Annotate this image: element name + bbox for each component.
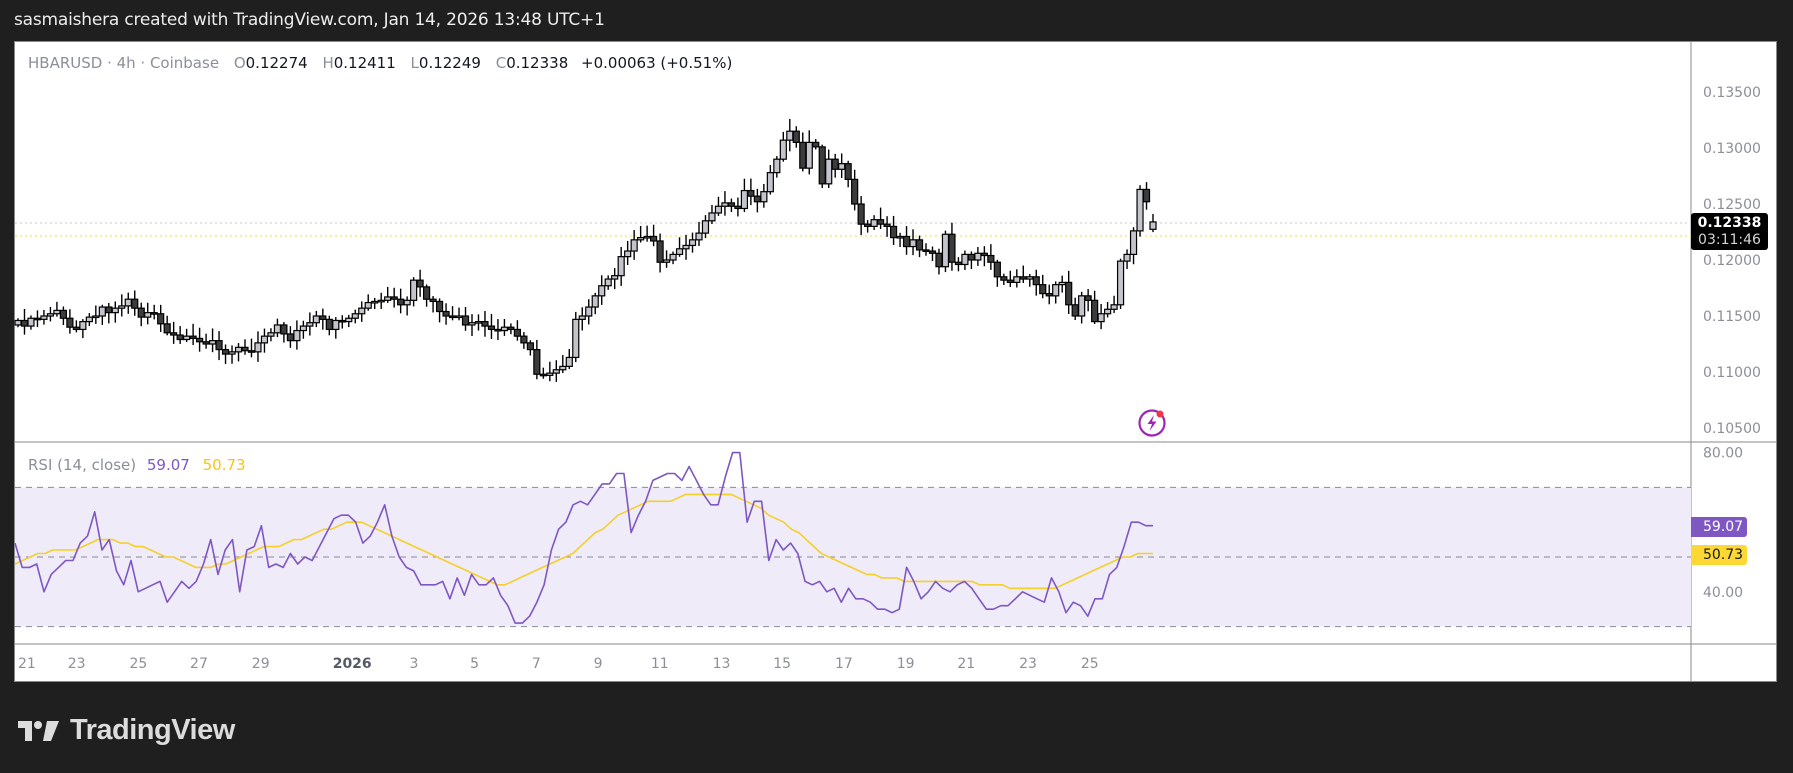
time-axis-label: 13 [713,656,731,672]
time-axis-label: 29 [252,656,270,672]
price-axis-label: 0.11500 [1703,309,1761,325]
chart-caption: sasmaishera created with TradingView.com… [14,10,605,30]
tradingview-logo-text: TradingView [70,714,235,746]
high-label: H [322,54,334,72]
candles [14,118,1157,382]
price-axis-label: 0.13000 [1703,141,1761,157]
price-axis-label: 0.11000 [1703,365,1761,381]
time-axis-label: 3 [409,656,418,672]
open-label: O [233,54,246,72]
bar-countdown: 03:11:46 [1698,232,1761,248]
high-value: 0.12411 [333,54,396,72]
time-axis-label: 21 [18,656,36,672]
alert-lightning-icon[interactable] [1137,407,1167,437]
tradingview-logo[interactable]: TradingView [18,714,235,747]
time-axis-label: 11 [651,656,669,672]
rsi-axis-label: 80.00 [1703,446,1743,462]
rsi-title[interactable]: RSI (14, close) [28,456,137,474]
time-axis-label: 17 [835,656,853,672]
rsi-value-tag: 59.07 [1691,517,1747,537]
symbol-legend: HBARUSD · 4h · Coinbase O0.12274 H0.1241… [28,54,732,72]
price-axis-label: 0.12500 [1703,197,1761,213]
price-axis-label: 0.13500 [1703,85,1761,101]
price-axis-label: 0.12000 [1703,253,1761,269]
rsi-legend: RSI (14, close) 59.07 50.73 [28,456,246,474]
time-axis-label: 19 [897,656,915,672]
price-axis-label: 0.10500 [1703,421,1761,437]
low-value: 0.12249 [418,54,481,72]
time-axis-label: 9 [594,656,603,672]
time-axis-label: 7 [532,656,541,672]
tradingview-logo-icon [18,720,59,741]
time-axis-label: 27 [190,656,208,672]
symbol-info[interactable]: HBARUSD · 4h · Coinbase [28,54,220,72]
time-axis-label: 2026 [333,656,372,672]
time-axis-label: 23 [68,656,86,672]
time-axis-label: 5 [470,656,479,672]
time-axis-label: 23 [1019,656,1037,672]
change-value: +0.00063 (+0.51%) [581,54,733,72]
rsi-axis-label: 40.00 [1703,585,1743,601]
low-label: L [410,54,419,72]
time-axis-label: 21 [957,656,975,672]
rsi-ma-value-tag: 50.73 [1691,545,1747,565]
time-axis-label: 25 [1081,656,1099,672]
close-value: 0.12338 [506,54,569,72]
last-price: 0.12338 [1697,215,1762,231]
last-price-tag: 0.12338 03:11:46 [1691,213,1768,250]
time-axis-label: 15 [773,656,791,672]
time-axis-label: 25 [129,656,147,672]
rsi-ma-value: 50.73 [202,456,246,474]
rsi-value: 59.07 [146,456,190,474]
close-label: C [495,54,507,72]
open-value: 0.12274 [245,54,308,72]
